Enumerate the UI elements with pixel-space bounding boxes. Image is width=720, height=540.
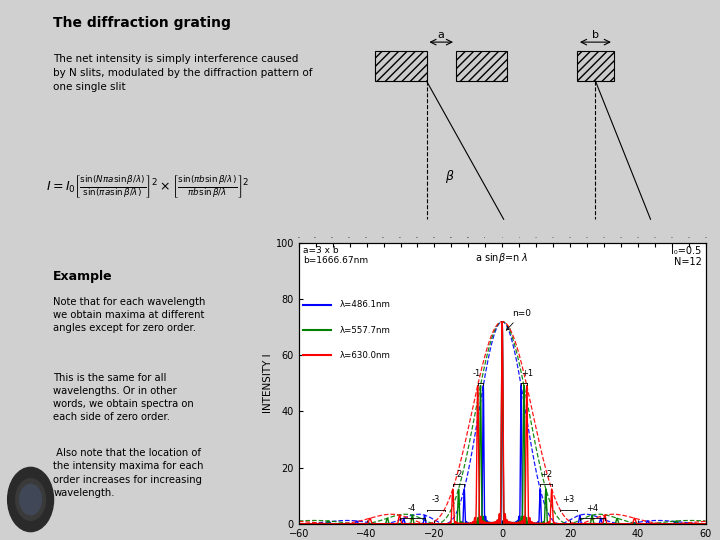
Text: λ=486.1nm: λ=486.1nm bbox=[340, 300, 390, 309]
Text: b: b bbox=[592, 30, 599, 40]
Circle shape bbox=[8, 467, 53, 531]
Text: +4: +4 bbox=[586, 504, 598, 512]
Text: n=0: n=0 bbox=[506, 309, 531, 330]
Text: a=3 x b
b=1666.67nm: a=3 x b b=1666.67nm bbox=[303, 246, 368, 265]
Bar bbox=[456, 51, 508, 81]
Text: λ=630.0nm: λ=630.0nm bbox=[340, 351, 390, 360]
Text: λ=557.7nm: λ=557.7nm bbox=[340, 326, 390, 335]
Text: +3: +3 bbox=[562, 495, 575, 504]
Text: I₀=0.5
N=12: I₀=0.5 N=12 bbox=[671, 246, 701, 267]
Y-axis label: INTENSITY I: INTENSITY I bbox=[263, 354, 273, 413]
Text: The diffraction grating: The diffraction grating bbox=[53, 16, 231, 30]
Text: a: a bbox=[438, 30, 445, 40]
Text: +2: +2 bbox=[540, 470, 552, 479]
Bar bbox=[577, 51, 614, 81]
Text: Also note that the location of
the intensity maxima for each
order increases for: Also note that the location of the inten… bbox=[53, 448, 204, 498]
Circle shape bbox=[16, 478, 45, 521]
Text: -3: -3 bbox=[431, 495, 440, 504]
Text: The net intensity is simply interference caused
by N slits, modulated by the dif: The net intensity is simply interference… bbox=[53, 54, 312, 92]
Text: $\beta$: $\beta$ bbox=[445, 168, 454, 185]
Text: -4: -4 bbox=[408, 504, 416, 512]
Text: -2: -2 bbox=[454, 470, 462, 479]
Text: Note that for each wavelength
we obtain maxima at different
angles except for ze: Note that for each wavelength we obtain … bbox=[53, 297, 206, 333]
Text: This is the same for all
wavelengths. Or in other
words, we obtain spectra on
ea: This is the same for all wavelengths. Or… bbox=[53, 373, 194, 422]
Text: $I = I_0 \left[\frac{\sin(N\pi a \sin\beta/\lambda)}{\sin(\pi a \sin\beta/\lambd: $I = I_0 \left[\frac{\sin(N\pi a \sin\be… bbox=[46, 173, 249, 200]
Text: -1: -1 bbox=[473, 369, 481, 378]
Text: Example: Example bbox=[53, 270, 113, 283]
Text: +1: +1 bbox=[521, 369, 534, 378]
Circle shape bbox=[20, 484, 42, 515]
Text: a sin$\beta$=n $\lambda$: a sin$\beta$=n $\lambda$ bbox=[475, 252, 529, 266]
Bar bbox=[375, 51, 426, 81]
